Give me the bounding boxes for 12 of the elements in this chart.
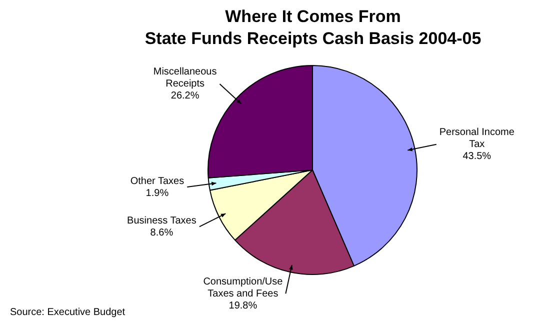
slice-label: Business Taxes xyxy=(127,215,196,226)
data-label: 43.5% xyxy=(462,151,492,162)
data-label: 19.8% xyxy=(228,300,258,312)
slice-label: Consumption/Use Taxes and Fees xyxy=(203,276,284,300)
source-note: Source: Executive Budget xyxy=(10,307,126,318)
slice-label: Miscellaneous Receipts xyxy=(153,66,217,90)
data-label: 26.2% xyxy=(170,90,200,102)
data-label: 1.9% xyxy=(146,188,169,199)
slice-label: Other Taxes xyxy=(130,176,184,187)
slice-label: Personal Income Tax xyxy=(439,127,515,150)
chart-title: Where It Comes From State Funds Receipts Cash Basis 2004-05 xyxy=(144,6,482,50)
data-label: 8.6% xyxy=(150,227,174,238)
